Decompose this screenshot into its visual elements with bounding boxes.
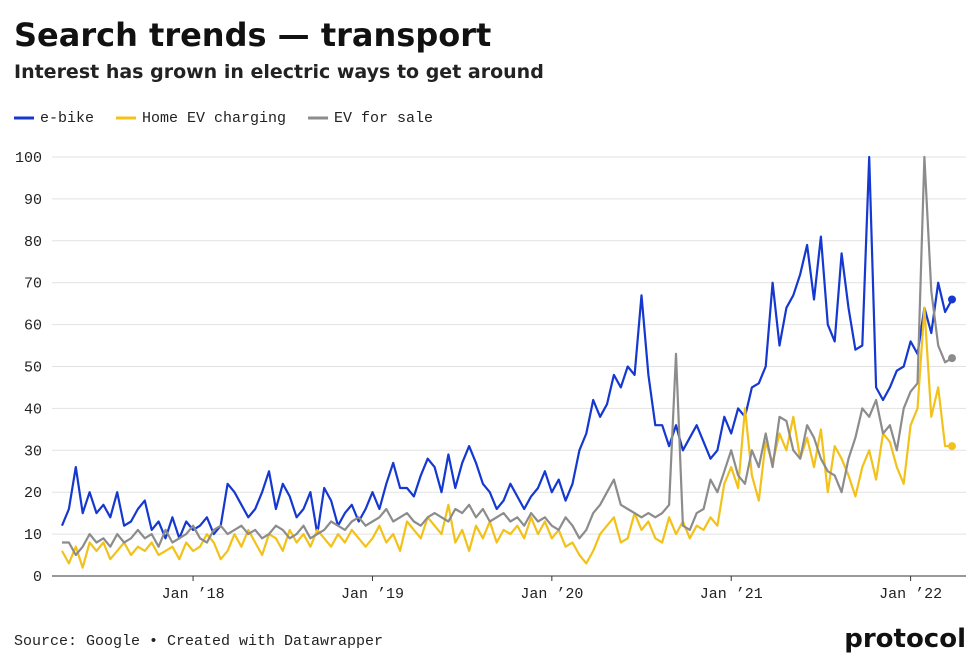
y-tick-label: 20 (24, 485, 42, 502)
end-dot (948, 442, 956, 451)
x-tick-label: Jan ’18 (162, 586, 225, 603)
end-dot (948, 354, 956, 363)
source: Source: Google • Created with Datawrappe… (14, 633, 383, 650)
y-tick-label: 100 (15, 150, 42, 167)
x-tick-label: Jan ’22 (879, 586, 942, 603)
series-line (60, 155, 953, 540)
chart-title: Search trends — transport (14, 16, 491, 54)
y-tick-label: 70 (24, 276, 42, 293)
y-tick-label: 90 (24, 192, 42, 209)
legend: e-bike Home EV charging EV for sale (14, 110, 433, 127)
legend-label: e-bike (40, 110, 94, 127)
y-tick-label: 50 (24, 360, 42, 377)
y-tick-label: 40 (24, 401, 42, 418)
y-tick-label: 80 (24, 234, 42, 251)
y-tick-label: 0 (33, 569, 42, 586)
y-tick-label: 60 (24, 318, 42, 335)
x-tick-label: Jan ’20 (520, 586, 583, 603)
legend-label: EV for sale (334, 110, 433, 127)
brand: protocol (844, 624, 966, 654)
y-tick-label: 10 (24, 527, 42, 544)
end-dot (948, 295, 956, 304)
legend-label: Home EV charging (142, 110, 286, 127)
x-tick-label: Jan ’21 (700, 586, 763, 603)
chart-subtitle: Interest has grown in electric ways to g… (14, 61, 544, 83)
y-tick-label: 30 (24, 443, 42, 460)
x-tick-label: Jan ’19 (341, 586, 404, 603)
series-line (62, 155, 953, 557)
